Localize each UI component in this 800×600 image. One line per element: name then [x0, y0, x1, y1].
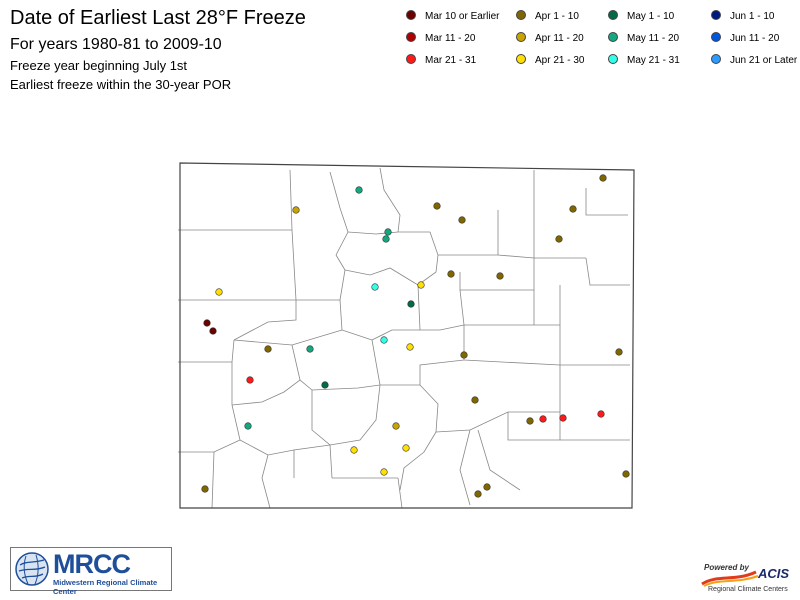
station-marker — [264, 345, 272, 353]
acis-logo: Powered by ACIS Regional Climate Centers — [700, 560, 795, 598]
legend-swatch — [608, 10, 618, 21]
legend-item: Jun 11 - 20 — [711, 32, 779, 46]
station-marker — [371, 283, 379, 291]
legend-label: Mar 11 - 20 — [425, 33, 476, 44]
station-marker — [599, 174, 607, 182]
station-marker — [380, 468, 388, 476]
station-marker — [569, 205, 577, 213]
legend-item: Apr 1 - 10 — [516, 10, 579, 24]
mrcc-logo: MRCC Midwestern Regional Climate Center — [10, 547, 172, 596]
legend-swatch — [608, 54, 618, 65]
station-marker — [496, 272, 504, 280]
legend-item: Apr 11 - 20 — [516, 32, 584, 46]
station-marker — [458, 216, 466, 224]
legend-label: Jun 21 or Later — [730, 55, 798, 66]
legend-item: May 21 - 31 — [608, 54, 680, 68]
county-boundaries — [178, 167, 630, 509]
station-marker — [615, 348, 623, 356]
legend-swatch — [516, 10, 526, 21]
station-marker — [355, 186, 363, 194]
acis-tagline: Regional Climate Centers — [708, 586, 788, 593]
station-marker — [384, 228, 392, 236]
legend-item: May 11 - 20 — [608, 32, 679, 46]
legend-label: Mar 21 - 31 — [425, 55, 477, 66]
legend-swatch — [516, 32, 526, 43]
station-marker — [417, 281, 425, 289]
station-marker — [402, 444, 410, 452]
station-marker — [433, 202, 441, 210]
map-title: Date of Earliest Last 28°F Freeze — [10, 7, 306, 29]
legend-swatch — [406, 10, 416, 21]
station-marker — [407, 300, 415, 308]
station-marker — [555, 235, 563, 243]
legend-swatch — [406, 54, 416, 65]
station-marker — [380, 336, 388, 344]
legend-label: Apr 21 - 30 — [535, 55, 585, 66]
station-marker — [406, 343, 414, 351]
legend-label: Jun 11 - 20 — [730, 33, 780, 44]
station-marker — [350, 446, 358, 454]
station-markers — [201, 174, 630, 498]
map-subtitle: For years 1980-81 to 2009-10 — [10, 36, 222, 53]
legend-label: May 21 - 31 — [627, 55, 680, 66]
legend-label: Apr 1 - 10 — [535, 11, 579, 22]
station-marker — [246, 376, 254, 384]
legend-label: Apr 11 - 20 — [535, 33, 584, 44]
legend-swatch — [711, 54, 721, 65]
legend-item: Jun 21 or Later — [711, 54, 797, 68]
station-marker — [483, 483, 491, 491]
station-marker — [622, 470, 630, 478]
station-marker — [471, 396, 479, 404]
globe-icon — [15, 552, 49, 586]
station-marker — [526, 417, 534, 425]
legend-label: May 11 - 20 — [627, 33, 680, 44]
station-marker — [597, 410, 605, 418]
station-marker — [460, 351, 468, 359]
acis-name: ACIS — [758, 566, 790, 581]
legend-swatch — [711, 10, 721, 21]
state-outline — [179, 162, 635, 509]
station-marker — [215, 288, 223, 296]
legend-swatch — [406, 32, 416, 43]
station-marker — [474, 490, 482, 498]
station-marker — [203, 319, 211, 327]
legend-item: Mar 21 - 31 — [406, 54, 476, 68]
legend-label: Jun 1 - 10 — [730, 11, 775, 22]
map-note-freeze-year: Freeze year beginning July 1st — [10, 58, 188, 73]
acis-powered-by: Powered by — [704, 563, 749, 572]
legend-item: Apr 21 - 30 — [516, 54, 584, 68]
legend-swatch — [608, 32, 618, 43]
station-marker — [559, 414, 567, 422]
station-marker — [209, 327, 217, 335]
legend-swatch — [516, 54, 526, 65]
station-marker — [201, 485, 209, 493]
station-marker — [447, 270, 455, 278]
acis-swoosh-icon — [701, 570, 759, 587]
station-marker — [392, 422, 400, 430]
mrcc-name: MRCC — [53, 549, 131, 579]
legend-item: Jun 1 - 10 — [711, 10, 774, 24]
legend-item: May 1 - 10 — [608, 10, 674, 24]
station-marker — [292, 206, 300, 214]
legend-item: Mar 10 or Earlier — [406, 10, 499, 24]
legend-label: May 1 - 10 — [627, 11, 675, 22]
station-marker — [321, 381, 329, 389]
map-note-por: Earliest freeze within the 30-year POR — [10, 77, 232, 92]
station-marker — [539, 415, 547, 423]
station-marker — [306, 345, 314, 353]
mrcc-tagline: Midwestern Regional Climate Center — [53, 578, 158, 596]
station-marker — [382, 235, 390, 243]
station-marker — [244, 422, 252, 430]
legend-label: Mar 10 or Earlier — [425, 11, 500, 22]
legend-swatch — [711, 32, 721, 43]
legend-item: Mar 11 - 20 — [406, 32, 475, 46]
